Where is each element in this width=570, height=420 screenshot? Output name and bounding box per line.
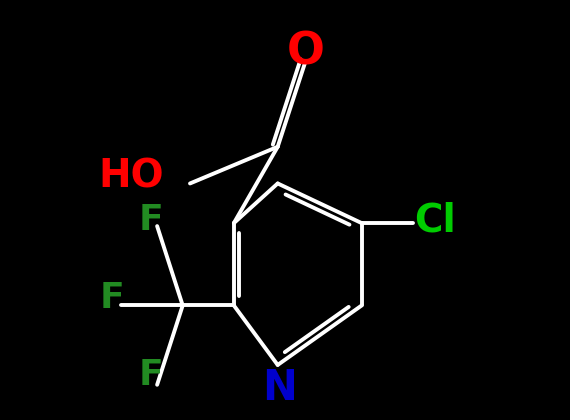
Text: N: N <box>262 367 298 409</box>
Text: Cl: Cl <box>414 201 456 239</box>
Text: F: F <box>138 203 163 237</box>
Text: F: F <box>138 358 163 392</box>
Text: HO: HO <box>99 158 164 196</box>
Text: F: F <box>100 281 124 315</box>
Text: O: O <box>287 30 324 73</box>
